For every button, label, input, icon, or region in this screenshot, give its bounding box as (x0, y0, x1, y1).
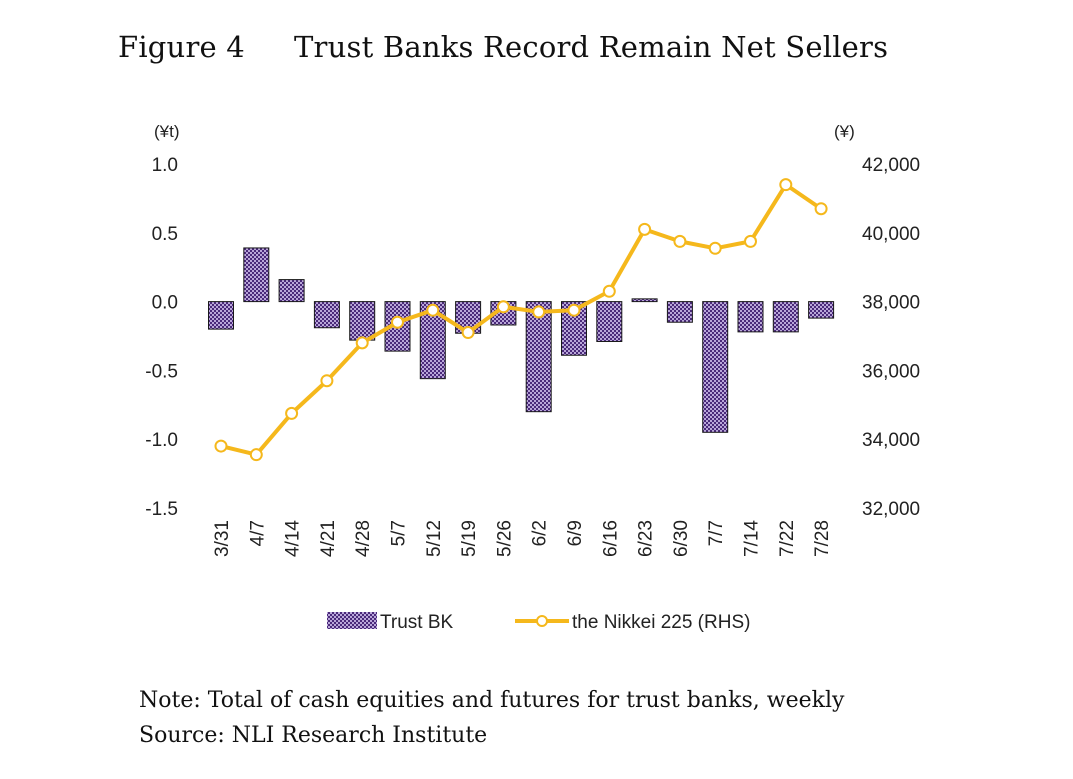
nikkei-point (708, 241, 722, 255)
nikkei-point (814, 202, 828, 216)
figure-title: Figure 4 Trust Banks Record Remain Net Se… (118, 30, 888, 64)
bar-trust-bk (631, 298, 658, 303)
x-axis-tick-label: 7/28 (812, 520, 833, 557)
legend: Trust BK the Nikkei 225 (RHS) (327, 612, 750, 633)
line-series-nikkei (214, 178, 828, 462)
nikkei-point (744, 234, 757, 248)
nikkei-point (673, 234, 687, 248)
bar-trust-bk (596, 301, 623, 343)
legend-label-trust-bk: Trust BK (380, 612, 454, 633)
nikkei-point (249, 448, 263, 462)
right-axis-tick-label: 32,000 (862, 499, 920, 520)
left-axis-unit: (¥t) (154, 122, 180, 141)
nikkei-point (638, 222, 652, 236)
bar-trust-bk (808, 301, 835, 319)
left-axis-tick-label: -1.5 (145, 499, 178, 520)
right-axis-tick-label: 38,000 (862, 293, 920, 314)
bar-trust-bk (349, 301, 376, 341)
x-axis-tick-label: 6/2 (530, 520, 551, 546)
x-axis-tick-label: 5/7 (389, 520, 410, 546)
left-axis-tick-label: 0.0 (152, 293, 178, 314)
legend-label-nikkei: the Nikkei 225 (RHS) (572, 612, 750, 633)
left-axis-tick-label: -0.5 (145, 361, 178, 382)
right-axis-unit: (¥) (834, 122, 855, 141)
x-axis-tick-label: 5/19 (459, 520, 480, 557)
legend-swatch-nikkei-marker (536, 615, 548, 627)
x-axis-tick-label: 7/14 (742, 520, 763, 557)
legend-swatch-trust-bk (327, 612, 377, 629)
bar-trust-bk (243, 247, 270, 303)
nikkei-point (779, 178, 793, 192)
left-axis-tick-label: -1.0 (145, 430, 178, 451)
left-axis: (¥t) 1.0 0.5 0.0 -0.5 -1.0 -1.5 (145, 122, 179, 520)
x-axis-tick-label: 7/7 (706, 520, 727, 546)
right-axis-tick-label: 36,000 (862, 361, 920, 382)
x-axis-tick-label: 7/22 (777, 520, 798, 557)
x-axis-tick-label: 6/23 (636, 520, 657, 557)
nikkei-point (532, 305, 546, 319)
left-axis-tick-label: 1.0 (152, 155, 178, 176)
bar-trust-bk (737, 301, 764, 333)
figure-number: Figure 4 (118, 30, 245, 64)
x-axis-tick-label: 4/14 (283, 520, 304, 557)
bar-trust-bk (702, 301, 729, 433)
nikkei-point (285, 406, 299, 420)
nikkei-point (426, 303, 440, 317)
nikkei-point (391, 315, 404, 329)
x-axis-tick-label: 5/26 (494, 520, 515, 557)
bar-trust-bk (313, 301, 340, 329)
figure-title-text: Trust Banks Record Remain Net Sellers (294, 30, 889, 64)
nikkei-point (320, 374, 334, 388)
bar-trust-bk (525, 301, 552, 413)
chart-note: Note: Total of cash equities and futures… (139, 688, 845, 713)
nikkei-point (214, 439, 228, 453)
x-axis-tick-label: 3/31 (212, 520, 233, 557)
x-axis-tick-label: 6/16 (600, 520, 621, 557)
bar-trust-bk (666, 301, 693, 323)
x-axis-tick-label: 4/28 (353, 520, 374, 557)
x-axis: 3/31 4/7 4/14 4/21 4/28 5/7 5/12 5/19 5/26 6/2 6/9… (212, 520, 833, 557)
x-axis-tick-label: 5/12 (424, 520, 445, 557)
right-axis: (¥) 42,000 40,000 38,000 36,000 34,000 32,000 (834, 122, 920, 520)
nikkei-point (567, 303, 581, 317)
x-axis-tick-label: 4/21 (318, 520, 339, 557)
right-axis-tick-label: 40,000 (862, 224, 920, 245)
x-axis-tick-label: 6/30 (671, 520, 692, 557)
nikkei-point (355, 336, 369, 350)
nikkei-point (496, 300, 510, 314)
x-axis-tick-label: 6/9 (565, 520, 586, 546)
left-axis-tick-label: 0.5 (152, 224, 178, 245)
bar-trust-bk (208, 301, 234, 330)
nikkei-line (220, 182, 823, 457)
nikkei-point (602, 284, 616, 298)
nikkei-point (461, 326, 475, 340)
right-axis-tick-label: 42,000 (862, 155, 920, 176)
bar-trust-bk (278, 279, 305, 303)
chart-source: Source: NLI Research Institute (139, 723, 488, 748)
right-axis-tick-label: 34,000 (862, 430, 920, 451)
bar-trust-bk (772, 301, 799, 333)
x-axis-tick-label: 4/7 (247, 520, 268, 546)
